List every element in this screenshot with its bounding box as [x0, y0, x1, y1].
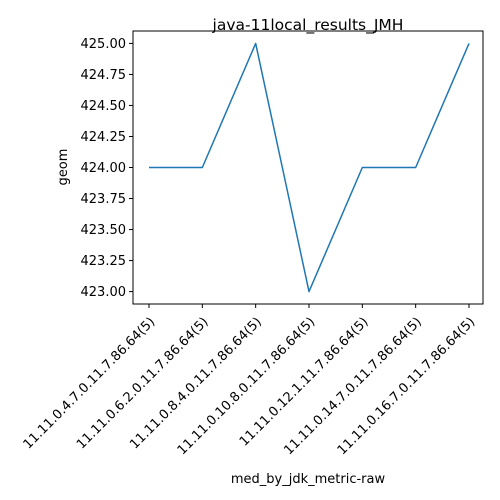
- y-tick-label: 424.75: [81, 68, 127, 83]
- y-tick-label: 424.25: [81, 130, 127, 145]
- chart-title: java-11local_results_JMH: [212, 16, 404, 35]
- y-tick-label: 424.00: [81, 161, 127, 176]
- series-layer: [149, 42, 470, 293]
- y-tick-label: 423.75: [81, 192, 127, 207]
- y-axis: 423.00 423.25 423.50 423.75 424.00 424.25 424.…: [81, 37, 133, 300]
- y-tick-label: 425.00: [81, 37, 127, 52]
- x-axis: 11.11.0.4.7.0.11.7.86.64(5)11.11.0.6.2.0…: [21, 304, 478, 458]
- y-axis-title: geom: [56, 149, 71, 186]
- y-tick-label: 423.00: [81, 285, 127, 300]
- y-tick-label: 424.50: [81, 99, 127, 114]
- series-line: [149, 42, 470, 293]
- x-axis-title: med_by_jdk_metric-raw: [231, 472, 386, 487]
- y-tick-label: 423.50: [81, 223, 127, 238]
- y-tick-label: 423.25: [81, 254, 127, 269]
